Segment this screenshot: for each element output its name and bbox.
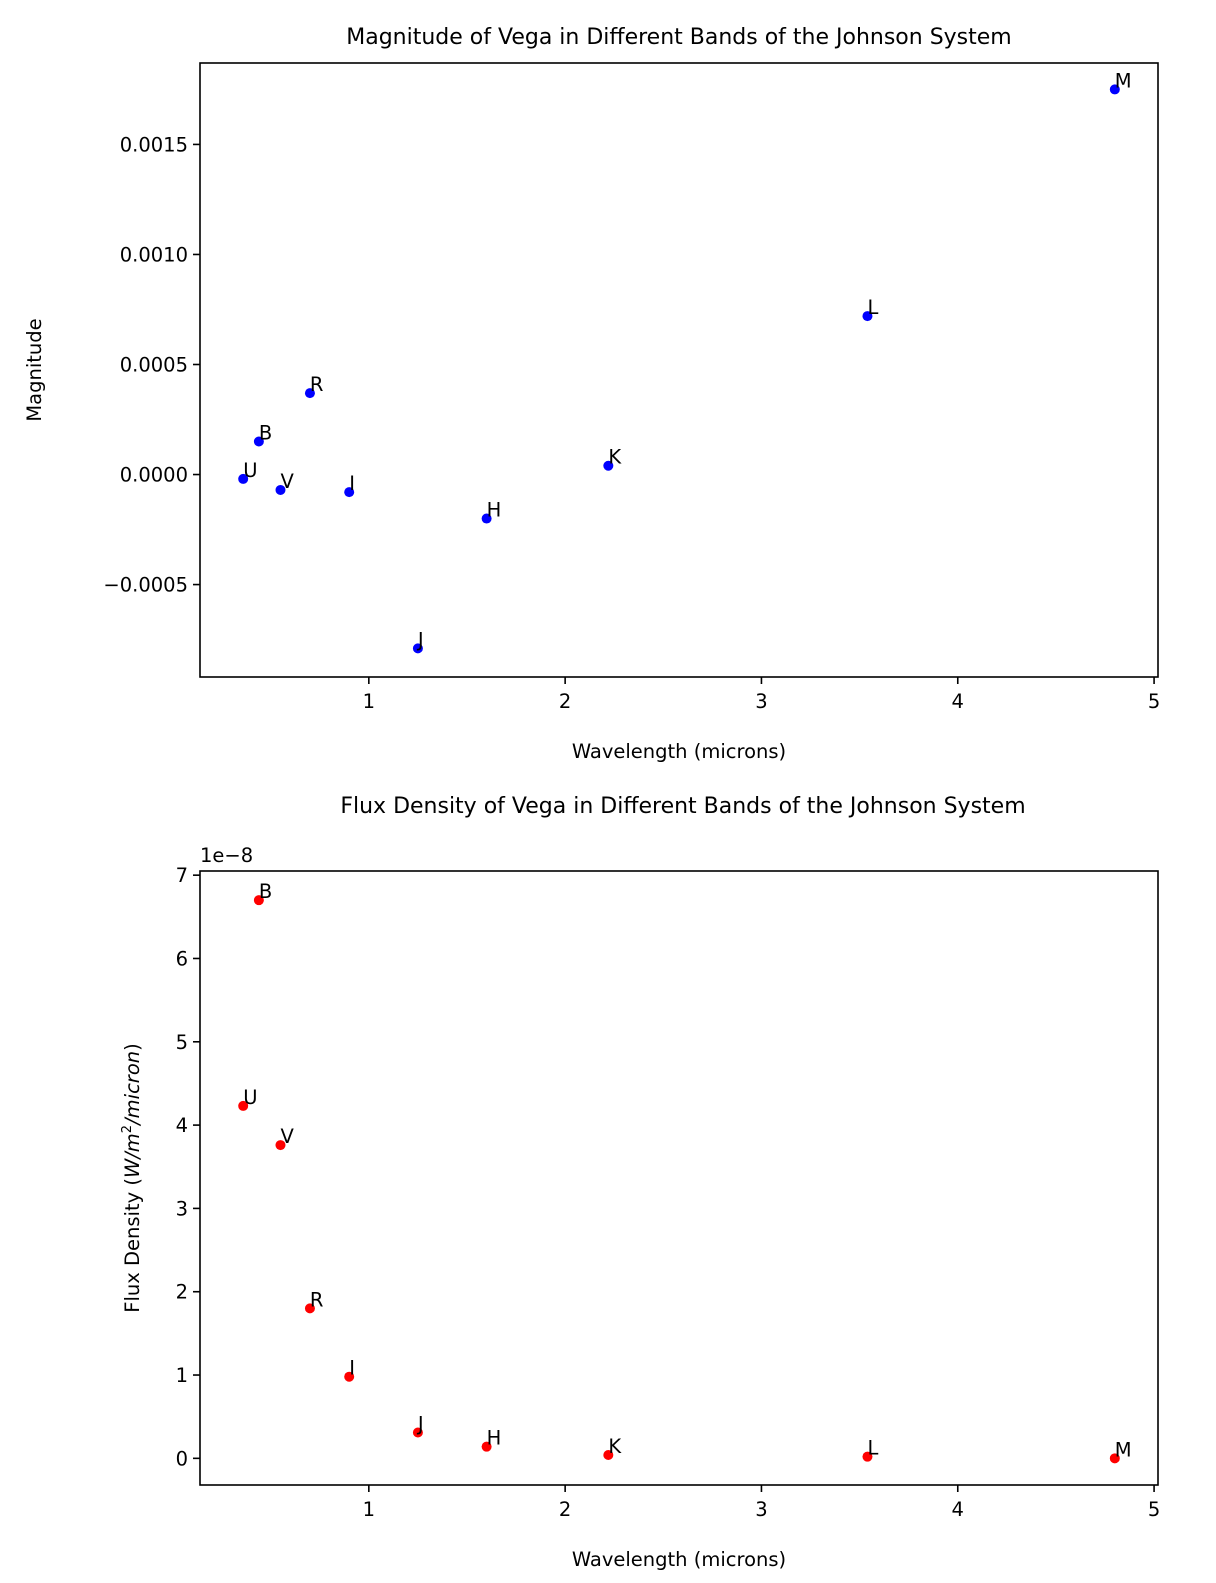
y-tick-label: 0.0000 [120, 464, 188, 487]
data-point-j [412, 643, 423, 654]
y-tick-label: −0.0005 [103, 574, 188, 597]
x-tick-label: 3 [755, 690, 767, 713]
data-point-h [481, 513, 492, 524]
y-axis-label-math2: /micron [121, 1051, 144, 1127]
point-label-i: I [349, 472, 355, 495]
magnitude-chart: Magnitude of Vega in Different Bands of … [23, 25, 1160, 763]
data-point-r [304, 1303, 315, 1314]
x-tick-label: 1 [363, 1498, 375, 1521]
data-point-m [1109, 84, 1120, 95]
point-label-m: M [1115, 69, 1132, 92]
x-tick-label: 3 [755, 1498, 767, 1521]
data-point-i [344, 1371, 355, 1382]
point-label-k: K [608, 446, 622, 469]
x-tick-label: 5 [1148, 1498, 1160, 1521]
x-axis: 1 2 3 4 5 [363, 677, 1160, 713]
x-tick-label: 5 [1148, 690, 1160, 713]
x-tick-label: 4 [952, 1498, 964, 1521]
y-axis-label-close: ) [121, 1043, 144, 1051]
y-tick-label: 6 [176, 947, 188, 970]
point-label-r: R [310, 1288, 324, 1311]
point-label-m: M [1115, 1438, 1132, 1461]
y-tick-label: 2 [176, 1281, 188, 1304]
x-axis-label: Wavelength (microns) [572, 1548, 786, 1571]
chart-title: Flux Density of Vega in Different Bands … [340, 794, 1025, 819]
x-tick-label: 4 [952, 690, 964, 713]
y-tick-label: 4 [176, 1114, 188, 1137]
point-label-l: L [867, 296, 878, 319]
y-tick-label: 0 [176, 1447, 188, 1470]
y-offset-label: 1e−8 [200, 844, 253, 867]
y-axis-label-text: Flux Density ( [121, 1178, 144, 1313]
point-label-v: V [280, 470, 294, 493]
y-tick-label: 0.0010 [120, 243, 188, 266]
y-tick-label: 0.0015 [120, 133, 188, 156]
point-label-l: L [867, 1437, 878, 1460]
point-label-j: J [416, 1413, 424, 1436]
point-label-h: H [487, 499, 502, 522]
data-point-l [862, 1451, 873, 1462]
y-axis-label: Magnitude [23, 318, 46, 421]
y-tick-label: 3 [176, 1197, 188, 1220]
point-label-h: H [487, 1427, 502, 1450]
plot-area [199, 870, 1159, 1486]
data-point-h [481, 1441, 492, 1452]
data-point-j [412, 1427, 423, 1438]
plot-area [199, 62, 1159, 678]
data-point-k [603, 1450, 614, 1461]
data-point-v [275, 484, 286, 495]
point-label-i: I [349, 1357, 355, 1380]
data-points: UB V R I J H K L M [238, 69, 1132, 654]
point-label-r: R [310, 373, 324, 396]
y-axis-label-math: W/m [121, 1133, 144, 1178]
point-label-b: B [259, 880, 272, 903]
y-tick-label: 5 [176, 1031, 188, 1054]
data-point-k [603, 460, 614, 471]
data-point-b [253, 436, 264, 447]
point-label-u: U [243, 459, 257, 482]
data-point-i [344, 487, 355, 498]
point-label-k: K [608, 1435, 622, 1458]
x-tick-label: 2 [559, 690, 571, 713]
data-point-u [238, 473, 249, 484]
y-axis: −0.0005 0.0000 0.0005 0.0010 0.0015 [103, 133, 200, 597]
y-axis-label: Flux Density (W/m2/micron) [120, 1043, 144, 1312]
x-tick-label: 1 [363, 690, 375, 713]
y-tick-label: 7 [176, 864, 188, 887]
x-axis-label: Wavelength (microns) [572, 740, 786, 763]
data-point-v [275, 1140, 286, 1151]
data-point-b [253, 895, 264, 906]
data-point-l [862, 311, 873, 322]
point-label-v: V [280, 1125, 294, 1148]
x-axis: 1 2 3 4 5 [363, 1485, 1160, 1521]
data-point-m [1109, 1453, 1120, 1464]
data-point-u [238, 1100, 249, 1111]
y-axis: 0 1 2 3 4 5 6 7 [176, 864, 200, 1470]
y-tick-label: 0.0005 [120, 353, 188, 376]
y-axis-label-sup: 2 [120, 1125, 135, 1133]
y-tick-label: 1 [176, 1364, 188, 1387]
data-points: U B V R I J H K L M [238, 880, 1132, 1464]
flux-density-chart: Flux Density of Vega in Different Bands … [120, 794, 1160, 1571]
point-label-u: U [243, 1086, 257, 1109]
x-tick-label: 2 [559, 1498, 571, 1521]
chart-title: Magnitude of Vega in Different Bands of … [346, 25, 1011, 50]
point-label-b: B [259, 422, 272, 445]
data-point-r [304, 388, 315, 399]
point-label-j: J [416, 628, 424, 651]
